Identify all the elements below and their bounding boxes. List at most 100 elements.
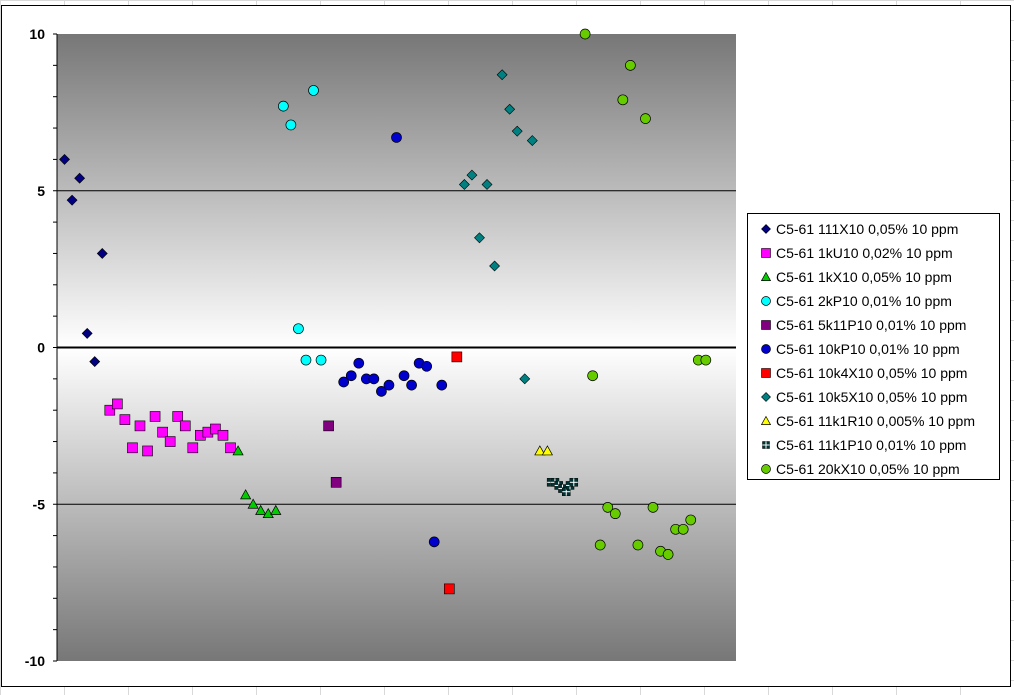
data-point[interactable] (761, 464, 771, 474)
data-point[interactable] (436, 379, 448, 391)
data-point[interactable] (277, 100, 289, 112)
data-point[interactable] (579, 28, 591, 40)
data-point[interactable] (504, 103, 516, 115)
legend-item[interactable]: C5-61 1kU10 0,02% 10 ppm (748, 241, 999, 265)
data-point[interactable] (270, 504, 282, 515)
data-point[interactable] (511, 125, 523, 137)
data-point[interactable] (345, 370, 357, 382)
data-point[interactable] (761, 392, 771, 402)
data-point[interactable] (466, 169, 478, 181)
data-point[interactable] (262, 507, 274, 519)
data-point[interactable] (761, 248, 771, 258)
data-point[interactable] (685, 514, 697, 526)
data-point[interactable] (762, 441, 770, 449)
data-point[interactable] (232, 445, 244, 456)
data-point[interactable] (74, 172, 86, 184)
data-point[interactable] (164, 436, 176, 447)
data-point[interactable] (112, 398, 123, 410)
data-point[interactable] (225, 442, 236, 454)
data-point[interactable] (496, 69, 508, 81)
data-point[interactable] (428, 536, 440, 548)
data-point[interactable] (376, 386, 387, 397)
legend-item[interactable]: C5-61 10k5X10 0,05% 10 ppm (748, 385, 999, 409)
data-point[interactable] (587, 370, 599, 382)
data-point[interactable] (81, 327, 93, 339)
data-point[interactable] (519, 373, 531, 385)
data-point[interactable] (247, 498, 259, 509)
data-point[interactable] (761, 224, 771, 234)
data-point[interactable] (179, 420, 191, 432)
data-point[interactable] (647, 502, 659, 513)
data-point[interactable] (760, 271, 772, 281)
data-point[interactable] (119, 414, 131, 425)
data-point[interactable] (569, 478, 579, 487)
data-point[interactable] (458, 179, 470, 190)
data-point[interactable] (368, 373, 380, 385)
data-point[interactable] (323, 420, 334, 432)
data-point[interactable] (700, 354, 712, 366)
data-point[interactable] (761, 296, 771, 306)
data-point[interactable] (640, 113, 651, 124)
legend-item[interactable]: C5-61 11k1R10 0,005% 10 ppm (748, 409, 999, 433)
data-point[interactable] (338, 376, 350, 388)
data-point[interactable] (761, 344, 771, 354)
data-point[interactable] (398, 370, 410, 382)
data-point[interactable] (760, 415, 772, 425)
data-point[interactable] (96, 248, 108, 259)
data-point[interactable] (240, 489, 252, 500)
data-point[interactable] (308, 85, 319, 96)
legend-item[interactable]: C5-61 20kX10 0,05% 10 ppm (748, 457, 999, 481)
data-point[interactable] (594, 539, 606, 551)
data-point[interactable] (761, 368, 771, 378)
data-point[interactable] (391, 132, 402, 143)
data-point[interactable] (353, 357, 365, 369)
data-point[interactable] (609, 508, 621, 520)
data-point[interactable] (187, 442, 199, 454)
data-point[interactable] (315, 354, 327, 366)
data-point[interactable] (489, 260, 501, 272)
data-point[interactable] (285, 119, 297, 131)
data-point[interactable] (149, 411, 161, 422)
data-point[interactable] (157, 426, 168, 438)
legend-item[interactable]: C5-61 11k1P10 0,01% 10 ppm (748, 433, 999, 457)
data-point[interactable] (632, 539, 644, 551)
data-point[interactable] (104, 404, 116, 416)
data-point[interactable] (89, 356, 101, 368)
data-point[interactable] (59, 153, 70, 165)
data-point[interactable] (444, 583, 455, 595)
data-point[interactable] (541, 445, 553, 456)
legend-item[interactable]: C5-61 1kX10 0,05% 10 ppm (748, 265, 999, 289)
data-point[interactable] (217, 429, 229, 441)
legend-item[interactable]: C5-61 5k11P10 0,01% 10 ppm (748, 313, 999, 337)
data-point[interactable] (406, 379, 417, 391)
data-point[interactable] (210, 423, 221, 435)
legend-item[interactable]: C5-61 2kP10 0,01% 10 ppm (748, 289, 999, 313)
data-point[interactable] (625, 59, 636, 71)
data-point[interactable] (662, 549, 674, 560)
data-point[interactable] (617, 94, 629, 106)
legend-item[interactable]: C5-61 111X10 0,05% 10 ppm (748, 217, 999, 241)
data-point[interactable] (761, 320, 771, 330)
data-point[interactable] (481, 179, 493, 190)
data-point[interactable] (383, 379, 395, 391)
legend-item[interactable]: C5-61 10kP10 0,01% 10 ppm (748, 337, 999, 361)
data-point[interactable] (677, 523, 689, 535)
data-point[interactable] (421, 360, 433, 372)
data-point[interactable] (526, 135, 538, 147)
data-point[interactable] (451, 351, 463, 363)
data-point[interactable] (602, 502, 614, 513)
data-point[interactable] (300, 354, 312, 366)
legend[interactable]: C5-61 111X10 0,05% 10 ppm C5-61 1kU10 0,0… (747, 213, 1000, 480)
data-point[interactable] (134, 420, 146, 432)
data-point[interactable] (127, 442, 138, 454)
data-point[interactable] (293, 323, 304, 335)
data-point[interactable] (66, 194, 78, 206)
legend-marker-icon (761, 320, 771, 330)
data-point[interactable] (330, 477, 342, 488)
legend-item[interactable]: C5-61 10k4X10 0,05% 10 ppm (748, 361, 999, 385)
data-point[interactable] (474, 232, 485, 244)
data-point[interactable] (172, 411, 184, 422)
data-point[interactable] (255, 504, 267, 515)
data-point[interactable] (534, 445, 546, 456)
data-point[interactable] (142, 445, 153, 457)
